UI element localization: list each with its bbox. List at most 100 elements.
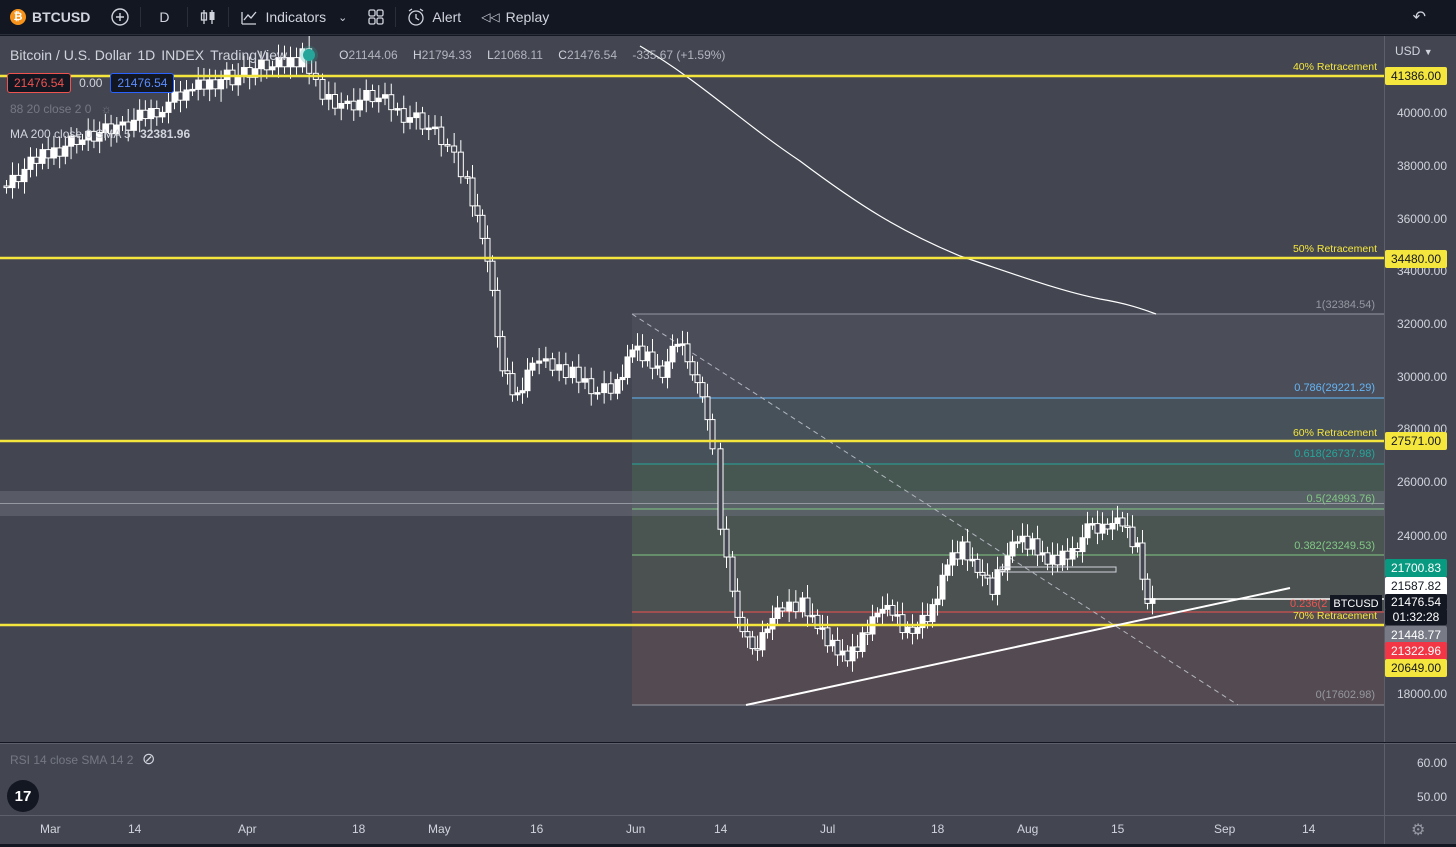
symbol-title[interactable]: Bitcoin / U.S. Dollar bbox=[10, 47, 132, 63]
alert-label: Alert bbox=[432, 9, 462, 25]
buy-button[interactable]: 21476.54 bbox=[110, 72, 175, 93]
candle-body bbox=[854, 646, 861, 652]
candle-body bbox=[171, 91, 178, 103]
ma-indicator[interactable]: MA 200 close 0 SMA 5 32381.96 bbox=[10, 127, 190, 141]
candle-body bbox=[849, 646, 856, 662]
price-axis-label: 32000.00 bbox=[1396, 317, 1447, 331]
rsi-pane[interactable]: RSI 14 close SMA 14 2 ⊘ bbox=[0, 743, 1384, 816]
replay-button[interactable]: ◁◁ Replay bbox=[471, 0, 559, 34]
candle-body bbox=[1099, 523, 1106, 534]
candle-body bbox=[964, 541, 971, 561]
candle-body bbox=[542, 358, 549, 362]
candle-body bbox=[125, 121, 132, 131]
fib-label-0382: 0.382(23249.53) bbox=[1294, 540, 1375, 552]
candle-body bbox=[357, 99, 363, 111]
undo-button[interactable]: ↶ bbox=[1403, 0, 1436, 34]
candle-body bbox=[889, 604, 896, 616]
candle-body bbox=[1084, 523, 1091, 539]
currency-selector[interactable]: USD ▼ bbox=[1395, 44, 1433, 58]
candle-body bbox=[90, 130, 97, 142]
candle-body bbox=[394, 108, 401, 111]
chart-type-button[interactable] bbox=[188, 0, 228, 34]
candle-body bbox=[1014, 541, 1021, 544]
market-status-icon[interactable] bbox=[303, 49, 316, 61]
candle-body bbox=[499, 336, 506, 372]
undo-icon: ↶ bbox=[1412, 9, 1426, 26]
rsi-axis[interactable]: 60.00 50.00 bbox=[1384, 743, 1456, 816]
candle-body bbox=[754, 648, 761, 651]
candle-body bbox=[709, 419, 716, 450]
candle-body bbox=[624, 356, 631, 378]
fib-label-1: 1(32384.54) bbox=[1316, 299, 1375, 311]
candle-body bbox=[136, 109, 143, 121]
candle-body bbox=[829, 639, 836, 647]
candle-body bbox=[914, 627, 921, 634]
fib-label-0618: 0.618(26737.98) bbox=[1294, 448, 1375, 460]
fib-label-0: 0(17602.98) bbox=[1316, 689, 1375, 701]
candle-body bbox=[644, 351, 651, 362]
candle-body bbox=[659, 365, 666, 378]
candle-body bbox=[33, 156, 40, 164]
eye-off-icon[interactable]: ☼ bbox=[100, 102, 112, 116]
candle-body bbox=[1044, 552, 1051, 565]
candle-body bbox=[1094, 523, 1101, 534]
candle-body bbox=[524, 369, 531, 392]
indicators-icon bbox=[241, 11, 257, 25]
legend-brand: TradingView bbox=[210, 47, 288, 63]
interval-button[interactable]: D bbox=[159, 9, 170, 25]
currency-label: USD bbox=[1395, 44, 1421, 58]
candle-body bbox=[306, 48, 313, 74]
gear-icon[interactable]: ⚙ bbox=[1411, 822, 1426, 839]
candle-body bbox=[153, 108, 160, 118]
hidden-indicator[interactable]: 88 20 close 2 0 ☼ bbox=[10, 102, 112, 116]
candle-body bbox=[607, 383, 614, 394]
compare-button[interactable] bbox=[100, 0, 140, 34]
symbol-tag-bg bbox=[1330, 595, 1382, 611]
range-box[interactable] bbox=[999, 566, 1117, 573]
candle-body bbox=[614, 379, 621, 394]
candle-body bbox=[79, 139, 86, 145]
candle-body bbox=[108, 123, 115, 135]
retracement-label-60: 60% Retracement bbox=[1293, 427, 1377, 439]
rsi-indicator[interactable]: RSI 14 close SMA 14 2 bbox=[10, 753, 133, 767]
candle-body bbox=[68, 135, 75, 147]
symbol-selector[interactable]: ₿ BTCUSD bbox=[0, 0, 100, 34]
indicators-button[interactable]: Indicators ⌄ bbox=[229, 0, 357, 34]
candle-body bbox=[1049, 554, 1056, 565]
price-tag: 20649.00 bbox=[1385, 659, 1447, 677]
candle-body bbox=[684, 343, 691, 363]
price-tag: 21587.82 bbox=[1385, 577, 1447, 595]
rsi-label: RSI 14 close SMA 14 2 bbox=[10, 753, 134, 767]
price-chart[interactable]: 40% Retracement 50% Retracement 60% Retr… bbox=[0, 36, 1384, 742]
sell-button[interactable]: 21476.54 bbox=[7, 72, 72, 93]
layouts-button[interactable] bbox=[357, 0, 395, 34]
candle-body bbox=[148, 108, 155, 120]
price-tag: 21700.83 bbox=[1385, 559, 1447, 577]
candle-body bbox=[1114, 517, 1121, 524]
candle-body bbox=[629, 349, 636, 358]
settings-corner[interactable]: ⚙ bbox=[1384, 815, 1456, 844]
candle-body bbox=[494, 289, 501, 338]
candle-body bbox=[102, 123, 109, 134]
eye-off-icon[interactable]: ⊘ bbox=[142, 751, 156, 768]
candle-body bbox=[484, 237, 491, 262]
price-axis-label: 24000.00 bbox=[1396, 529, 1447, 543]
ascending-trendline[interactable] bbox=[745, 587, 1291, 706]
price-tag: 41386.00 bbox=[1385, 67, 1447, 85]
candle-body bbox=[899, 614, 906, 634]
candle-body bbox=[562, 364, 569, 379]
candle-body bbox=[979, 571, 986, 576]
time-axis[interactable] bbox=[0, 815, 1384, 844]
tradingview-logo[interactable]: 17 bbox=[7, 780, 39, 812]
symbol-label: BTCUSD bbox=[32, 9, 91, 25]
candle-body bbox=[729, 556, 736, 592]
candle-body bbox=[744, 631, 751, 638]
open-value: 21144.06 bbox=[348, 48, 398, 62]
alert-button[interactable]: Alert bbox=[396, 0, 471, 34]
chart-pane[interactable]: 40% Retracement 50% Retracement 60% Retr… bbox=[0, 36, 1384, 742]
rewind-icon: ◁◁ bbox=[481, 10, 500, 24]
candle-body bbox=[189, 88, 196, 92]
candle-body bbox=[519, 390, 526, 394]
candle-body bbox=[15, 174, 22, 183]
price-axis-label: 26000.00 bbox=[1396, 475, 1447, 489]
